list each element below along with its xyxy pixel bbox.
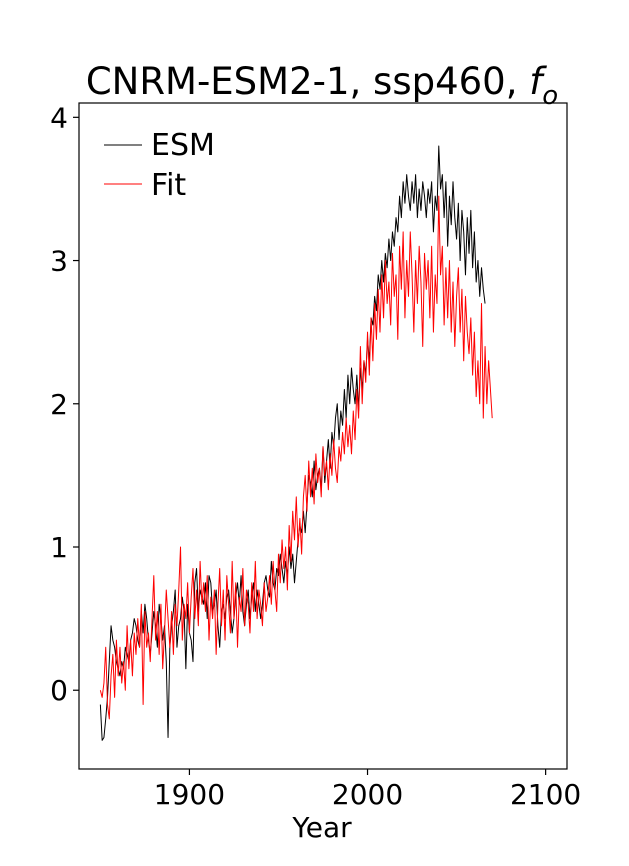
x-tick-label: 2000: [332, 778, 403, 811]
y-tick-label: 4: [50, 101, 68, 134]
series-layer: [99, 145, 493, 741]
x-tick-label: 1900: [154, 778, 225, 811]
series-line-fit: [99, 195, 493, 720]
y-axis: 0 1 2 3 4: [50, 101, 79, 707]
x-tick-label: 2100: [510, 778, 581, 811]
y-tick-label: 3: [50, 245, 68, 278]
y-tick-label: 2: [50, 388, 68, 421]
plot-area-frame: [78, 102, 568, 770]
x-axis-label: Year: [291, 811, 352, 844]
chart-title-subscript: o: [542, 81, 558, 111]
chart-title: CNRM-ESM2-1, ssp460, fo: [86, 60, 558, 111]
legend-label-esm: ESM: [151, 128, 215, 163]
legend-label-fit: Fit: [151, 168, 186, 203]
y-tick-label: 1: [50, 531, 68, 564]
x-axis: 1900 2000 2100: [154, 769, 581, 811]
y-tick-label: 0: [50, 674, 68, 707]
chart-title-text: CNRM-ESM2-1, ssp460,: [86, 60, 529, 103]
legend: ESM Fit: [104, 128, 215, 203]
series-line-esm: [99, 145, 486, 741]
